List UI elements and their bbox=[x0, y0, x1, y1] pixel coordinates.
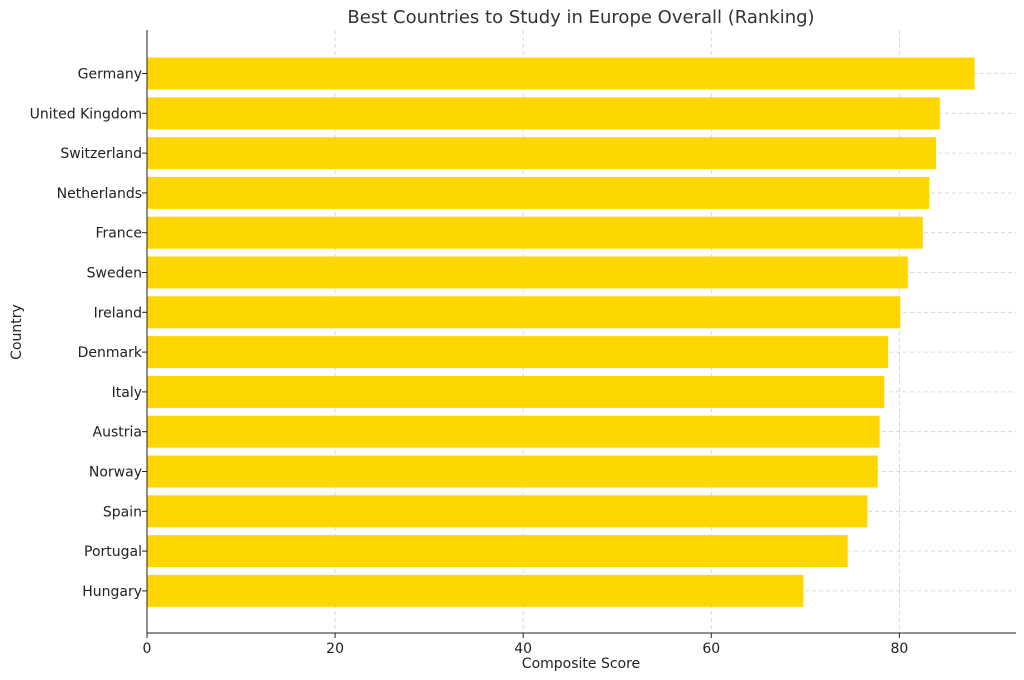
x-tick-label: 20 bbox=[326, 641, 344, 657]
bar-ireland bbox=[147, 296, 901, 329]
x-tick-label: 40 bbox=[514, 641, 532, 657]
bar-portugal bbox=[147, 535, 848, 568]
chart-title: Best Countries to Study in Europe Overal… bbox=[347, 7, 814, 28]
x-axis-label: Composite Score bbox=[522, 656, 640, 672]
bar-france bbox=[147, 216, 923, 249]
bar-netherlands bbox=[147, 176, 930, 209]
bar-united-kingdom bbox=[147, 97, 940, 130]
y-tick-label: Denmark bbox=[78, 345, 143, 361]
x-tick-label: 80 bbox=[890, 641, 908, 657]
x-tick-labels: 0 20 40 60 80 bbox=[143, 633, 908, 657]
y-tick-label: United Kingdom bbox=[30, 106, 142, 122]
bar-germany bbox=[147, 57, 975, 90]
bar-norway bbox=[147, 455, 878, 488]
y-tick-label: France bbox=[95, 226, 142, 242]
bar-switzerland bbox=[147, 137, 937, 170]
x-tick-label: 0 bbox=[143, 641, 152, 657]
y-axis-label: Country bbox=[9, 304, 25, 360]
y-tick-labels: Germany United Kingdom Switzerland Netherla… bbox=[30, 67, 147, 600]
y-tick-label: Spain bbox=[103, 504, 142, 520]
bar-denmark bbox=[147, 336, 889, 369]
x-tick-label: 60 bbox=[702, 641, 720, 657]
bars bbox=[147, 57, 975, 607]
y-tick-label: Austria bbox=[93, 425, 142, 441]
y-tick-label: Portugal bbox=[84, 544, 142, 560]
y-tick-label: Ireland bbox=[94, 305, 142, 321]
y-tick-label: Hungary bbox=[82, 584, 142, 600]
y-tick-label: Italy bbox=[112, 385, 142, 401]
bar-hungary bbox=[147, 574, 804, 607]
bar-italy bbox=[147, 375, 885, 408]
y-tick-label: Sweden bbox=[87, 266, 142, 282]
bar-austria bbox=[147, 415, 880, 448]
y-tick-label: Norway bbox=[89, 465, 142, 481]
y-tick-label: Netherlands bbox=[57, 186, 142, 202]
bar-sweden bbox=[147, 256, 908, 289]
axes bbox=[146, 30, 1016, 634]
bar-spain bbox=[147, 495, 868, 528]
y-tick-label: Germany bbox=[78, 67, 142, 83]
y-tick-label: Switzerland bbox=[60, 146, 142, 162]
